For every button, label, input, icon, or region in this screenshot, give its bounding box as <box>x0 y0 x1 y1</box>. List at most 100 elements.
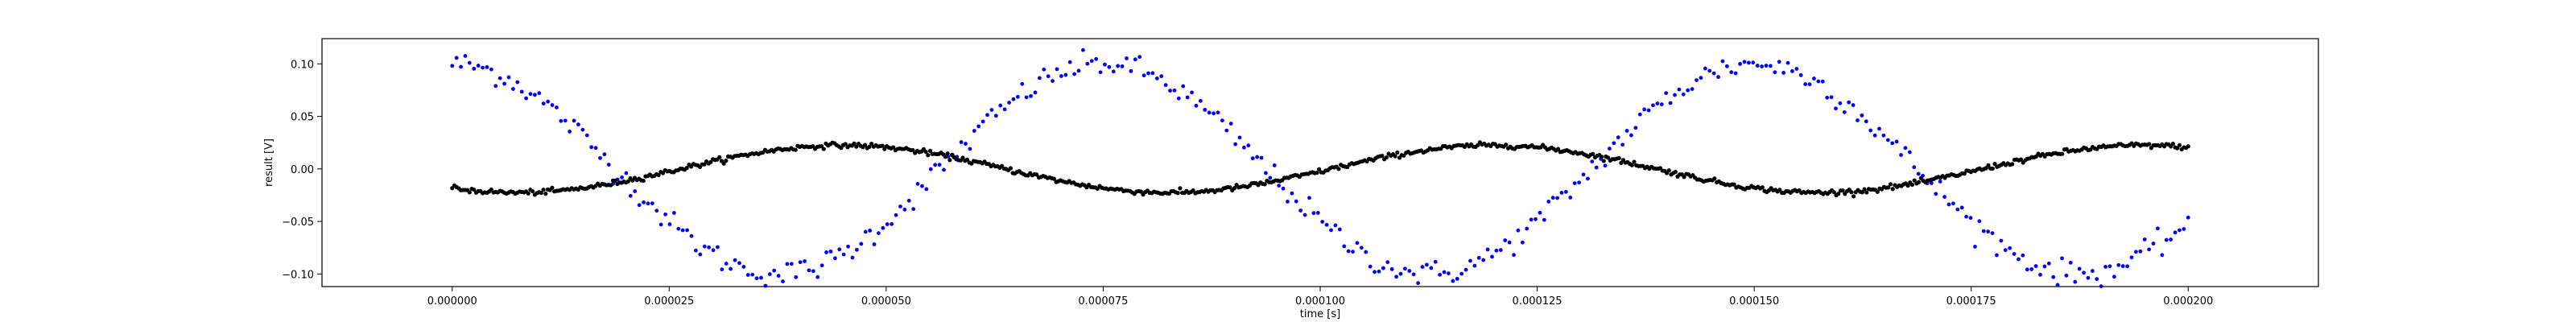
data-point <box>1476 255 1481 260</box>
data-point <box>1964 214 1969 219</box>
data-point <box>450 64 455 68</box>
data-point <box>1129 68 1133 73</box>
data-point <box>1929 181 1934 185</box>
data-point <box>463 54 468 58</box>
data-point <box>1336 167 1341 171</box>
data-point <box>1733 71 1738 76</box>
data-point <box>2120 264 2125 268</box>
data-point <box>506 75 511 80</box>
y-axis-label: result [V] <box>263 138 275 187</box>
data-point <box>1203 107 1208 112</box>
data-point <box>1973 245 1977 249</box>
data-point <box>1255 155 1260 159</box>
data-point <box>1849 190 1854 195</box>
data-point <box>1703 66 1707 71</box>
data-point <box>2012 252 2017 256</box>
data-point <box>1081 47 1085 52</box>
data-point <box>559 118 564 123</box>
data-point <box>1546 200 1551 204</box>
data-point <box>519 89 524 94</box>
data-point <box>1337 227 1342 232</box>
data-point <box>1834 106 1838 111</box>
data-point <box>459 64 463 69</box>
data-point <box>711 248 716 253</box>
data-point <box>968 147 972 151</box>
data-point <box>1438 272 1443 277</box>
data-point <box>1616 135 1620 140</box>
data-point <box>1094 56 1099 61</box>
data-point <box>1890 141 1895 146</box>
data-point <box>1577 180 1581 185</box>
data-point <box>937 163 942 167</box>
data-point <box>1138 189 1143 194</box>
data-point <box>2178 228 2182 233</box>
data-point <box>2129 255 2134 260</box>
data-point <box>1150 71 1155 76</box>
data-point <box>1051 79 1055 84</box>
data-point <box>1836 192 1841 196</box>
data-point <box>1681 92 1686 97</box>
data-point <box>1503 238 1508 242</box>
data-point <box>720 267 724 272</box>
data-point <box>1494 248 1499 253</box>
data-point <box>1175 191 1180 196</box>
data-point <box>1699 76 1703 80</box>
data-point <box>528 92 533 97</box>
data-point <box>524 96 529 101</box>
data-point <box>1246 143 1251 148</box>
data-point <box>2099 284 2103 289</box>
data-point <box>1262 182 1267 187</box>
data-point <box>1317 167 1322 171</box>
data-point <box>671 211 676 215</box>
data-point <box>1425 262 1429 267</box>
series-0 <box>450 47 2190 289</box>
data-point <box>2068 260 2073 265</box>
data-point <box>541 101 546 106</box>
data-point <box>2177 142 2182 147</box>
data-point <box>2186 144 2190 149</box>
data-point <box>660 171 666 175</box>
data-point <box>515 80 520 85</box>
data-point <box>1008 166 1013 171</box>
data-point <box>2156 226 2160 231</box>
data-point <box>1051 176 1056 181</box>
data-point <box>803 259 807 263</box>
data-point <box>1838 101 1843 105</box>
data-point <box>1429 266 1434 270</box>
data-point <box>1154 76 1159 80</box>
data-point <box>1294 199 1298 204</box>
data-point <box>555 105 559 109</box>
data-point <box>1955 207 1960 212</box>
data-point <box>2103 264 2107 269</box>
data-point <box>2142 237 2147 242</box>
data-point <box>1373 270 1377 275</box>
data-point <box>821 147 826 151</box>
data-point <box>1212 111 1216 116</box>
data-point <box>1242 145 1246 150</box>
data-point <box>798 260 803 265</box>
data-point <box>1250 156 1255 161</box>
data-point <box>1829 95 1834 100</box>
data-point <box>1781 71 1786 75</box>
data-point <box>493 84 498 89</box>
data-point <box>872 242 877 246</box>
data-point <box>1447 271 1451 275</box>
data-point <box>877 231 881 236</box>
data-point <box>1072 72 1077 76</box>
data-point <box>1666 168 1671 173</box>
data-point <box>1590 159 1595 164</box>
data-point <box>593 146 598 151</box>
data-point <box>1342 244 1347 249</box>
data-point <box>2046 261 2051 266</box>
data-point <box>998 103 1003 108</box>
data-point <box>1572 181 1577 185</box>
data-point <box>1216 110 1220 115</box>
data-point <box>1355 241 1360 246</box>
data-point <box>550 185 555 190</box>
data-point <box>563 118 568 123</box>
data-point <box>1840 188 1845 193</box>
data-point <box>767 272 772 276</box>
data-point <box>1720 59 1725 64</box>
data-point <box>1298 208 1303 213</box>
data-point <box>625 179 630 184</box>
